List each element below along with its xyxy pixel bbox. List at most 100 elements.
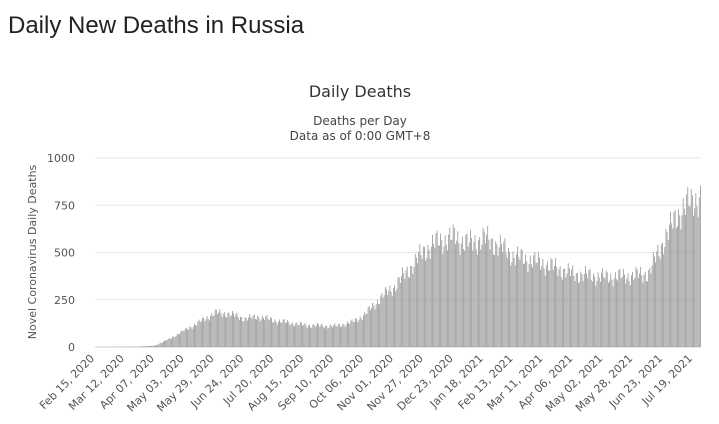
bar (327, 328, 329, 347)
bar (495, 241, 497, 347)
bar (390, 291, 392, 347)
bar (447, 250, 448, 347)
bar (441, 240, 443, 347)
bar (583, 273, 585, 347)
bar (248, 317, 249, 347)
bar (322, 327, 324, 347)
bar (206, 316, 208, 347)
bar (636, 269, 638, 347)
bar (536, 262, 538, 347)
bar (288, 322, 290, 347)
bar (494, 255, 496, 347)
bar (283, 319, 285, 347)
bar (611, 279, 613, 347)
bar (433, 243, 435, 347)
bar (685, 214, 686, 347)
bar (404, 278, 406, 347)
bar (467, 246, 469, 347)
bar (560, 276, 562, 347)
bar (635, 267, 637, 347)
bar (475, 249, 477, 347)
bar (249, 314, 251, 347)
bar (610, 273, 612, 347)
bar (680, 229, 682, 347)
bar (144, 346, 146, 347)
bar (156, 344, 157, 347)
bar (266, 315, 268, 347)
bar (427, 244, 429, 347)
bar (141, 346, 142, 347)
bar (318, 324, 320, 347)
bar (621, 276, 623, 347)
bar (506, 258, 508, 347)
bar (189, 326, 191, 347)
bar (435, 233, 437, 347)
bar (245, 317, 247, 347)
bar (187, 329, 188, 347)
bar (518, 256, 520, 347)
bar (655, 262, 656, 347)
bar (356, 318, 358, 347)
bar (397, 277, 399, 347)
bar (659, 258, 661, 347)
bar (432, 234, 433, 347)
bar (295, 323, 297, 347)
bar (640, 266, 642, 347)
bar (491, 238, 493, 347)
bar (672, 228, 674, 347)
bar (670, 211, 671, 347)
bar (190, 327, 192, 347)
bar (236, 312, 238, 347)
bar (605, 270, 607, 347)
chart-subtitle-line-1: Deaths per Day (313, 114, 407, 128)
bar (346, 321, 348, 347)
bar (634, 277, 636, 347)
bar (677, 226, 678, 347)
bar (563, 268, 565, 347)
bar (290, 324, 292, 347)
bar (509, 251, 510, 347)
bar (230, 315, 232, 347)
bar (403, 273, 405, 347)
bar (686, 194, 688, 347)
bar (567, 263, 569, 347)
bar (631, 275, 632, 347)
bar (300, 322, 302, 347)
bar (455, 244, 456, 347)
bar (586, 273, 587, 347)
bar (530, 264, 532, 347)
bar (436, 230, 438, 347)
bar (399, 282, 401, 347)
bar (396, 288, 398, 347)
bar (337, 324, 339, 347)
bar (464, 250, 466, 347)
bar (440, 233, 441, 347)
bar (169, 338, 171, 347)
bar (153, 345, 155, 347)
bar (157, 344, 159, 347)
bar (246, 320, 248, 347)
bar (511, 262, 513, 347)
bar (240, 316, 241, 347)
bar (549, 270, 551, 347)
bar (570, 276, 571, 347)
bar (353, 321, 355, 347)
bar (628, 281, 630, 347)
bar (557, 275, 559, 347)
bar (158, 344, 160, 347)
bar (348, 323, 349, 347)
bar (277, 321, 279, 347)
bar (521, 249, 523, 347)
bar (545, 265, 547, 347)
bar (152, 345, 154, 347)
bar (334, 323, 336, 347)
bar (333, 325, 335, 347)
bar (391, 295, 393, 347)
bar (165, 340, 167, 347)
bar (512, 251, 514, 347)
bar (395, 291, 397, 347)
bar (204, 321, 206, 347)
bar (648, 269, 650, 347)
bar (401, 276, 402, 347)
bar (503, 241, 505, 347)
